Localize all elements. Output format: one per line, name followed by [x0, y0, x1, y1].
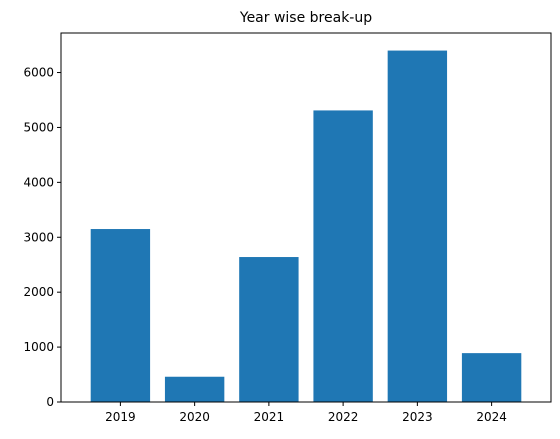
y-tick-label-3000: 3000 [23, 230, 54, 244]
x-tick-label-2022: 2022 [328, 410, 359, 424]
x-tick-label-2019: 2019 [105, 410, 136, 424]
bar-2024 [461, 353, 522, 402]
x-tick-label-2020: 2020 [179, 410, 210, 424]
y-tick-label-4000: 4000 [23, 175, 54, 189]
axes-layer: 0 1000 2000 3000 4000 5000 6000 2019 2020 2021 202… [23, 32, 552, 424]
y-tick-label-2000: 2000 [23, 285, 54, 299]
bar-2019 [90, 229, 151, 402]
bar-2023 [387, 50, 448, 402]
y-tick-label-6000: 6000 [23, 66, 54, 80]
chart-title: Year wise break-up [239, 10, 372, 26]
x-tick-label-2023: 2023 [402, 410, 433, 424]
axes-frame [60, 32, 552, 403]
bars-layer [90, 50, 522, 403]
bar-2022 [313, 110, 373, 403]
y-tick-label-5000: 5000 [23, 120, 54, 134]
y-tick-label-0: 0 [46, 395, 54, 409]
x-tick-label-2024: 2024 [476, 410, 507, 424]
bar-2020 [164, 376, 225, 402]
x-tick-label-2021: 2021 [254, 410, 285, 424]
bar-2021 [239, 257, 299, 402]
y-tick-label-1000: 1000 [23, 340, 54, 354]
